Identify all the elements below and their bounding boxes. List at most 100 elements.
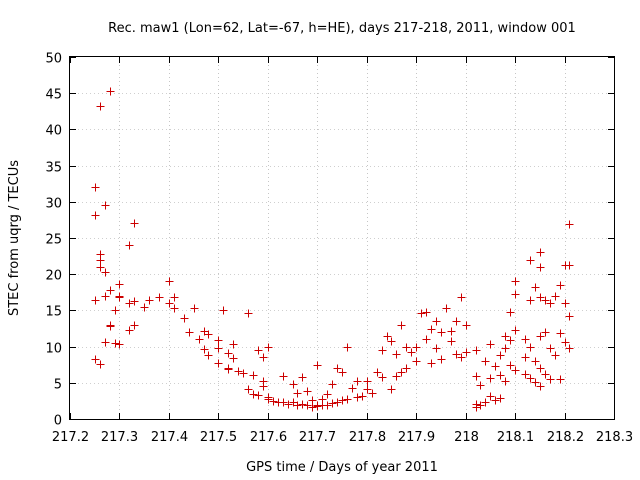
data-point-marker <box>383 332 392 341</box>
data-point-marker <box>125 299 134 308</box>
data-point-marker <box>472 346 481 355</box>
data-point-marker <box>323 401 332 410</box>
data-point-marker <box>219 306 228 315</box>
data-point-marker <box>284 400 293 409</box>
y-tick-labels: 0 5 10 15 20 25 30 35 40 45 50 <box>45 52 62 429</box>
data-point-marker <box>412 343 421 352</box>
data-point-marker <box>180 314 189 323</box>
data-point-marker <box>170 304 179 313</box>
data-point-marker <box>536 248 545 257</box>
data-point-marker <box>565 220 574 229</box>
data-point-marker <box>358 392 367 401</box>
data-point-marker <box>279 372 288 381</box>
data-point-marker <box>229 354 238 363</box>
data-point-marker <box>506 361 515 370</box>
data-point-marker <box>491 396 500 405</box>
data-point-marker <box>476 381 485 390</box>
data-point-marker <box>531 283 540 292</box>
x-tick-label: 218 <box>454 430 479 445</box>
data-point-marker <box>244 309 253 318</box>
data-point-marker <box>432 317 441 326</box>
data-point-marker <box>125 241 134 250</box>
data-point-marker <box>96 102 105 111</box>
data-point-marker <box>264 395 273 404</box>
data-point-marker <box>546 375 555 384</box>
x-tick-label: 218.1 <box>497 430 534 445</box>
data-point-marker <box>363 385 372 394</box>
x-tick-labels: 217.2 217.3 217.4 217.5 217.6 217.7 217.8 217.9… <box>52 430 633 445</box>
data-point-marker <box>481 357 490 366</box>
data-point-marker <box>387 337 396 346</box>
data-point-marker <box>91 355 100 364</box>
data-point-marker <box>195 335 204 344</box>
data-point-marker <box>91 211 100 220</box>
data-point-marker <box>402 364 411 373</box>
data-point-marker <box>531 378 540 387</box>
data-point-marker <box>204 330 213 339</box>
x-tick-label: 217.4 <box>151 430 188 445</box>
data-point-marker <box>249 390 258 399</box>
data-point-marker <box>204 351 213 360</box>
data-point-marker <box>486 340 495 349</box>
data-point-marker <box>556 281 565 290</box>
data-point-marker <box>368 389 377 398</box>
data-point-marker <box>397 321 406 330</box>
x-tick-label: 217.2 <box>52 430 89 445</box>
data-point-marker <box>427 359 436 368</box>
data-point-marker <box>170 293 179 302</box>
y-tick-label: 5 <box>54 378 62 393</box>
data-point-marker <box>308 396 317 405</box>
x-tick-label: 217.3 <box>101 430 138 445</box>
data-point-marker <box>101 201 110 210</box>
data-point-marker <box>422 308 431 317</box>
data-point-marker <box>521 335 530 344</box>
y-tick-label: 20 <box>45 269 62 284</box>
data-point-marker <box>244 385 253 394</box>
data-point-marker <box>264 343 273 352</box>
data-point-marker <box>457 353 466 362</box>
data-point-marker <box>521 370 530 379</box>
data-point-marker <box>353 393 362 402</box>
data-point-marker <box>526 296 535 305</box>
x-tick-label: 217.7 <box>299 430 336 445</box>
data-point-marker <box>427 325 436 334</box>
data-point-marker <box>125 326 134 335</box>
data-point-marker <box>551 292 560 301</box>
data-point-marker <box>462 321 471 330</box>
data-point-marker <box>96 360 105 369</box>
data-point-marker <box>200 345 209 354</box>
data-point-marker <box>254 391 263 400</box>
data-point-marker <box>293 401 302 410</box>
y-tick-label: 25 <box>45 233 62 248</box>
data-point-marker <box>536 293 545 302</box>
data-point-marker <box>328 380 337 389</box>
data-point-marker <box>452 317 461 326</box>
data-point-marker <box>392 372 401 381</box>
data-point-marker <box>140 303 149 312</box>
data-point-marker <box>422 335 431 344</box>
data-point-marker <box>229 340 238 349</box>
data-point-marker <box>457 293 466 302</box>
data-point-marker <box>224 349 233 358</box>
data-point-marker <box>333 364 342 373</box>
data-point-marker <box>412 357 421 366</box>
data-point-marker <box>452 350 461 359</box>
data-point-marker <box>526 343 535 352</box>
data-point-marker <box>338 396 347 405</box>
y-tick-label: 30 <box>45 197 62 212</box>
data-point-marker <box>91 296 100 305</box>
x-tick-label: 217.8 <box>349 430 386 445</box>
data-point-marker <box>269 397 278 406</box>
data-point-marker <box>214 359 223 368</box>
data-point-marker <box>130 321 139 330</box>
data-point-marker <box>328 399 337 408</box>
data-point-marker <box>565 312 574 321</box>
data-point-marker <box>313 361 322 370</box>
data-point-marker <box>303 401 312 410</box>
data-points <box>91 87 574 412</box>
data-point-marker <box>353 377 362 386</box>
data-point-marker <box>561 338 570 347</box>
x-axis-label: GPS time / Days of year 2011 <box>246 460 438 475</box>
data-point-marker <box>481 398 490 407</box>
data-point-marker <box>373 368 382 377</box>
